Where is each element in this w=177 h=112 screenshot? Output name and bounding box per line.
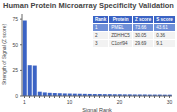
svg-text:75: 75 bbox=[12, 16, 18, 22]
svg-text:Signal Rank: Signal Rank bbox=[82, 107, 112, 112]
html-text:30.05: 30.05 bbox=[134, 33, 147, 38]
svg-text:25: 25 bbox=[12, 67, 18, 73]
html-text:2: 2 bbox=[95, 33, 98, 38]
html-text:Protein: Protein bbox=[112, 17, 129, 22]
svg-text:50: 50 bbox=[12, 42, 18, 48]
svg-text:10: 10 bbox=[67, 99, 73, 105]
svg-text:20: 20 bbox=[117, 99, 123, 105]
html-text:Rank: Rank bbox=[95, 17, 107, 22]
svg-text:30: 30 bbox=[167, 99, 173, 105]
html-text:43.61: 43.61 bbox=[156, 25, 168, 30]
html-text:C1orf94: C1orf94 bbox=[111, 41, 128, 46]
html-text:29.69: 29.69 bbox=[134, 41, 147, 46]
html-text:73.66: 73.66 bbox=[134, 25, 147, 30]
html-text:PMEL: PMEL bbox=[111, 25, 124, 30]
html-text:Human Protein Microarray Speci: Human Protein Microarray Specificity Val… bbox=[3, 1, 174, 10]
html-text:0.36: 0.36 bbox=[156, 33, 166, 38]
html-text:Z score: Z score bbox=[134, 17, 152, 22]
html-text:1: 1 bbox=[95, 25, 98, 30]
svg-text:1: 1 bbox=[23, 99, 26, 105]
svg-text:Strength of Signal (Z score): Strength of Signal (Z score) bbox=[1, 24, 7, 85]
html-text:S score: S score bbox=[156, 17, 173, 22]
html-text:9.1: 9.1 bbox=[156, 41, 163, 46]
svg-text:0: 0 bbox=[15, 93, 18, 99]
html-text:3: 3 bbox=[95, 41, 98, 46]
html-text:ZDHHC5: ZDHHC5 bbox=[111, 33, 130, 38]
